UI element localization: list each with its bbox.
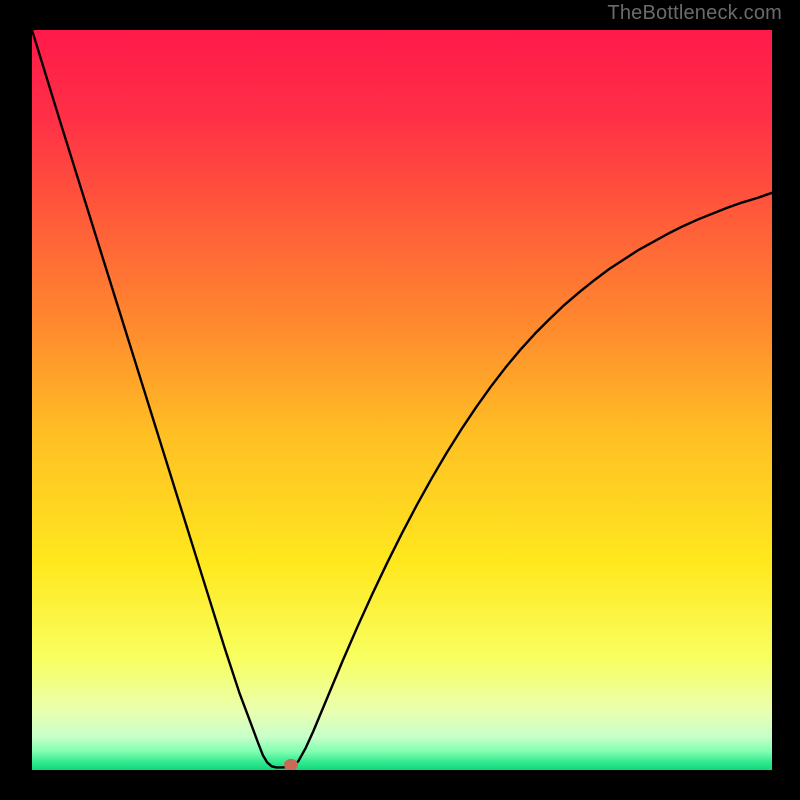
plot-area	[32, 30, 772, 770]
watermark-text: TheBottleneck.com	[607, 2, 782, 25]
curve-layer	[32, 30, 772, 770]
optimal-marker	[284, 759, 298, 770]
bottleneck-curve	[32, 30, 772, 767]
